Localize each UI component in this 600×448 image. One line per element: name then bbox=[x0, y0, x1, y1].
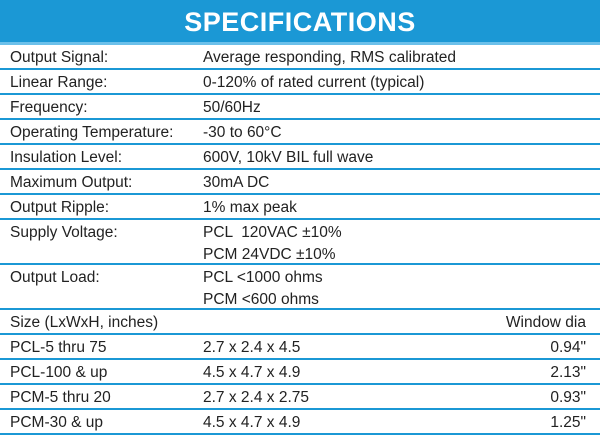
spec-label: Insulation Level: bbox=[10, 149, 123, 166]
spec-label: Output Load: bbox=[10, 269, 100, 286]
spec-value: 50/60Hz bbox=[203, 99, 261, 116]
spec-label: Output Signal: bbox=[10, 49, 109, 66]
model: PCM-5 thru 20 bbox=[10, 389, 111, 406]
size-header-row: Size (LxWxH, inches) Window dia bbox=[0, 310, 600, 335]
dimensions: 4.5 x 4.7 x 4.9 bbox=[203, 364, 301, 381]
spec-value: -30 to 60°C bbox=[203, 124, 282, 141]
window-dia: 2.13" bbox=[550, 364, 586, 381]
spec-row: Output Load: PCL <1000 ohms PCM <600 ohms bbox=[0, 265, 600, 310]
size-row: PCM-30 & up 4.5 x 4.7 x 4.9 1.25" bbox=[0, 410, 600, 435]
model: PCL-5 thru 75 bbox=[10, 339, 107, 356]
spec-row: Frequency: 50/60Hz bbox=[0, 95, 600, 120]
spec-label: Maximum Output: bbox=[10, 174, 133, 191]
spec-value: PCM 24VDC ±10% bbox=[203, 246, 336, 263]
spec-value: 1% max peak bbox=[203, 199, 297, 216]
size-row: PCM-5 thru 20 2.7 x 2.4 x 2.75 0.93" bbox=[0, 385, 600, 410]
window-heading: Window dia bbox=[505, 314, 586, 331]
window-dia: 0.93" bbox=[550, 389, 586, 406]
spec-row: Maximum Output: 30mA DC bbox=[0, 170, 600, 195]
spec-label: Output Ripple: bbox=[10, 199, 110, 216]
spec-value: 0-120% of rated current (typical) bbox=[203, 74, 425, 91]
spec-row: Insulation Level: 600V, 10kV BIL full wav… bbox=[0, 145, 600, 170]
spec-value: 30mA DC bbox=[203, 174, 270, 191]
size-row: PCL-100 & up 4.5 x 4.7 x 4.9 2.13" bbox=[0, 360, 600, 385]
spec-value: PCL 120VAC ±10% bbox=[203, 224, 342, 241]
spec-row: Output Ripple: 1% max peak bbox=[0, 195, 600, 220]
spec-value: PCL <1000 ohms bbox=[203, 269, 323, 286]
model: PCL-100 & up bbox=[10, 364, 108, 381]
spec-value: 600V, 10kV BIL full wave bbox=[203, 149, 374, 166]
spec-label: Linear Range: bbox=[10, 74, 108, 91]
model: PCM-30 & up bbox=[10, 414, 104, 431]
dimensions: 2.7 x 2.4 x 4.5 bbox=[203, 339, 301, 356]
spec-label: Supply Voltage: bbox=[10, 224, 118, 241]
spec-value: Average responding, RMS calibrated bbox=[203, 49, 457, 66]
spec-row: Output Signal: Average responding, RMS ca… bbox=[0, 45, 600, 70]
spec-row: Supply Voltage: PCL 120VAC ±10% PCM 24VDC … bbox=[0, 220, 600, 265]
title: SPECIFICATIONS bbox=[184, 7, 416, 37]
dimensions: 4.5 x 4.7 x 4.9 bbox=[203, 414, 301, 431]
window-dia: 0.94" bbox=[550, 339, 586, 356]
size-heading: Size (LxWxH, inches) bbox=[10, 314, 159, 331]
dimensions: 2.7 x 2.4 x 2.75 bbox=[203, 389, 309, 406]
spec-label: Operating Temperature: bbox=[10, 124, 174, 141]
spec-row: Linear Range: 0-120% of rated current (ty… bbox=[0, 70, 600, 95]
window-dia: 1.25" bbox=[550, 414, 586, 431]
spec-row: Operating Temperature: -30 to 60°C bbox=[0, 120, 600, 145]
size-row: PCL-5 thru 75 2.7 x 2.4 x 4.5 0.94" bbox=[0, 335, 600, 360]
spec-label: Frequency: bbox=[10, 99, 88, 116]
title-band: SPECIFICATIONS bbox=[0, 0, 600, 45]
spec-value: PCM <600 ohms bbox=[203, 291, 319, 308]
